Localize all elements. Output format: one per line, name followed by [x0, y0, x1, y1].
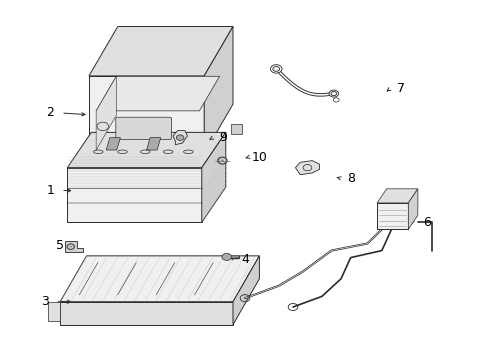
- Polygon shape: [202, 132, 226, 222]
- Polygon shape: [67, 168, 202, 222]
- Text: 3: 3: [41, 295, 49, 308]
- Circle shape: [222, 253, 232, 260]
- Polygon shape: [60, 256, 259, 302]
- Polygon shape: [377, 203, 408, 229]
- FancyBboxPatch shape: [116, 117, 172, 139]
- Polygon shape: [408, 189, 418, 229]
- Text: 7: 7: [397, 82, 405, 95]
- Text: 9: 9: [220, 131, 227, 144]
- Polygon shape: [231, 124, 242, 134]
- Circle shape: [176, 135, 184, 140]
- Circle shape: [273, 66, 280, 71]
- Polygon shape: [89, 76, 204, 154]
- Polygon shape: [377, 189, 418, 203]
- Polygon shape: [65, 241, 83, 252]
- Text: 8: 8: [346, 172, 355, 185]
- Text: 10: 10: [251, 150, 268, 163]
- Polygon shape: [48, 302, 60, 321]
- Polygon shape: [60, 302, 233, 325]
- Polygon shape: [106, 138, 121, 150]
- Polygon shape: [204, 27, 233, 154]
- Polygon shape: [173, 131, 187, 145]
- Text: 6: 6: [423, 216, 431, 229]
- Polygon shape: [147, 138, 161, 150]
- Polygon shape: [96, 76, 220, 111]
- Circle shape: [218, 157, 227, 164]
- Text: 2: 2: [47, 107, 54, 120]
- Text: 5: 5: [56, 239, 64, 252]
- Text: 4: 4: [241, 253, 249, 266]
- Circle shape: [270, 65, 282, 73]
- Polygon shape: [233, 256, 259, 325]
- Polygon shape: [295, 161, 319, 175]
- Circle shape: [329, 90, 339, 97]
- Circle shape: [67, 244, 74, 249]
- Polygon shape: [67, 132, 226, 168]
- Polygon shape: [96, 76, 116, 150]
- Circle shape: [331, 91, 337, 96]
- Polygon shape: [89, 27, 233, 76]
- Text: 1: 1: [47, 184, 54, 197]
